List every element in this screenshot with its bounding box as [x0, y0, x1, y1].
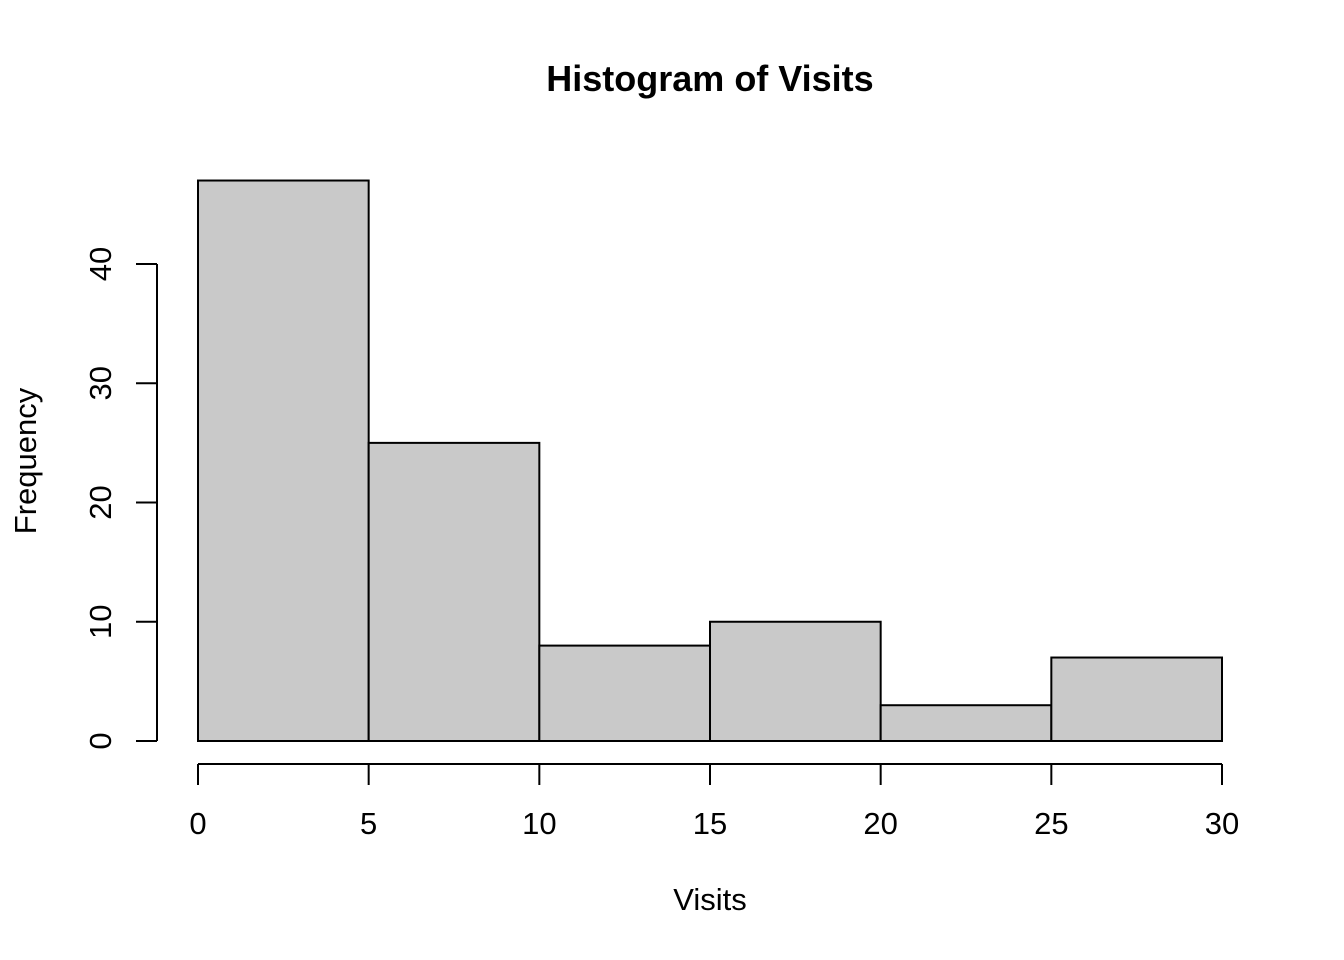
y-axis-label: Frequency [8, 387, 43, 534]
chart-title: Histogram of Visits [546, 58, 873, 99]
y-tick-label: 0 [83, 732, 118, 749]
histogram-bar-5-10 [367, 441, 541, 742]
x-tick-label: 5 [360, 806, 377, 841]
x-axis: 0 5 10 15 20 25 30 [189, 763, 1239, 841]
bars-group [197, 179, 1224, 743]
y-tick-label: 40 [83, 247, 118, 281]
x-tick-label: 25 [1034, 806, 1068, 841]
y-tick-label: 30 [83, 366, 118, 400]
x-tick-label: 15 [693, 806, 727, 841]
x-tick-label: 10 [522, 806, 556, 841]
histogram-bar-0-5 [197, 179, 370, 742]
histogram-bar-15-20 [709, 620, 882, 742]
histogram-bar-20-25 [879, 704, 1053, 742]
histogram-bar-10-15 [538, 644, 711, 742]
x-tick-label: 30 [1205, 806, 1239, 841]
y-tick-label: 20 [83, 485, 118, 519]
x-tick-label: 0 [189, 806, 206, 841]
histogram-bar-25-30 [1050, 656, 1224, 743]
y-axis: 0 10 20 30 40 [83, 247, 158, 750]
x-axis-label: Visits [673, 882, 747, 917]
y-tick-label: 10 [83, 605, 118, 639]
x-tick-label: 20 [863, 806, 897, 841]
